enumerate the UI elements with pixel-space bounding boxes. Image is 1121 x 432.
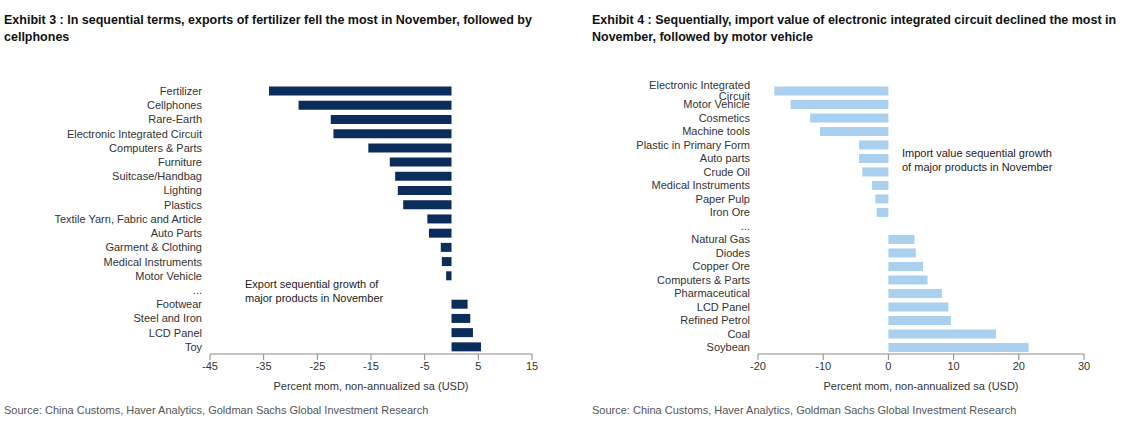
svg-text:-35: -35 xyxy=(256,360,272,372)
svg-text:Garment & Clothing: Garment & Clothing xyxy=(105,241,202,253)
svg-text:10: 10 xyxy=(947,360,959,372)
svg-text:Machine tools: Machine tools xyxy=(682,125,750,137)
svg-text:Plastic in Primary Form: Plastic in Primary Form xyxy=(636,139,750,151)
svg-text:Auto Parts: Auto Parts xyxy=(151,227,203,239)
svg-text:Medical Instruments: Medical Instruments xyxy=(104,256,203,268)
svg-text:Medical Instruments: Medical Instruments xyxy=(652,179,751,191)
svg-text:Percent mom, non-annualized sa: Percent mom, non-annualized sa (USD) xyxy=(823,380,1018,392)
svg-text:Motor Vehicle: Motor Vehicle xyxy=(135,270,202,282)
svg-text:-20: -20 xyxy=(750,360,766,372)
svg-text:...: ... xyxy=(741,220,750,232)
svg-text:Textile Yarn, Fabric and Artic: Textile Yarn, Fabric and Article xyxy=(54,213,202,225)
svg-text:Auto parts: Auto parts xyxy=(700,152,751,164)
svg-text:30: 30 xyxy=(1078,360,1090,372)
svg-text:Suitcase/Handbag: Suitcase/Handbag xyxy=(112,170,202,182)
svg-text:Lighting: Lighting xyxy=(163,184,202,196)
svg-text:Footwear: Footwear xyxy=(156,298,202,310)
svg-text:Percent mom, non-annualized sa: Percent mom, non-annualized sa (USD) xyxy=(273,380,468,392)
svg-text:Iron Ore: Iron Ore xyxy=(710,206,750,218)
svg-text:LCD Panel: LCD Panel xyxy=(149,327,202,339)
svg-text:Cellphones: Cellphones xyxy=(147,99,203,111)
svg-text:Natural Gas: Natural Gas xyxy=(691,233,750,245)
svg-text:Toy: Toy xyxy=(185,341,203,353)
svg-text:Plastics: Plastics xyxy=(164,199,202,211)
svg-text:20: 20 xyxy=(1013,360,1025,372)
svg-text:-25: -25 xyxy=(309,360,325,372)
svg-text:15: 15 xyxy=(526,360,538,372)
svg-text:Coal: Coal xyxy=(727,328,750,340)
svg-text:Motor Vehicle: Motor Vehicle xyxy=(683,98,750,110)
svg-text:Crude Oil: Crude Oil xyxy=(704,166,750,178)
svg-text:Copper Ore: Copper Ore xyxy=(693,260,750,272)
svg-text:Electronic Integrated Circuit: Electronic Integrated Circuit xyxy=(67,128,202,140)
svg-text:Rare-Earth: Rare-Earth xyxy=(148,113,202,125)
svg-text:-5: -5 xyxy=(420,360,430,372)
svg-text:-45: -45 xyxy=(202,360,218,372)
svg-text:Paper Pulp: Paper Pulp xyxy=(696,193,750,205)
svg-text:Furniture: Furniture xyxy=(158,156,202,168)
svg-text:5: 5 xyxy=(475,360,481,372)
svg-text:Fertilizer: Fertilizer xyxy=(160,85,203,97)
svg-text:Steel and Iron: Steel and Iron xyxy=(134,312,203,324)
svg-text:Computers & Parts: Computers & Parts xyxy=(109,142,202,154)
svg-text:-15: -15 xyxy=(363,360,379,372)
svg-text:0: 0 xyxy=(885,360,891,372)
svg-text:...: ... xyxy=(193,284,202,296)
svg-text:-10: -10 xyxy=(815,360,831,372)
svg-text:Computers & Parts: Computers & Parts xyxy=(657,274,750,286)
svg-text:Soybean: Soybean xyxy=(707,341,750,353)
svg-text:Cosmetics: Cosmetics xyxy=(699,112,751,124)
svg-text:Pharmaceutical: Pharmaceutical xyxy=(674,287,750,299)
svg-text:LCD Panel: LCD Panel xyxy=(697,301,750,313)
svg-text:Refined Petrol: Refined Petrol xyxy=(680,314,750,326)
svg-text:Diodes: Diodes xyxy=(716,247,751,259)
